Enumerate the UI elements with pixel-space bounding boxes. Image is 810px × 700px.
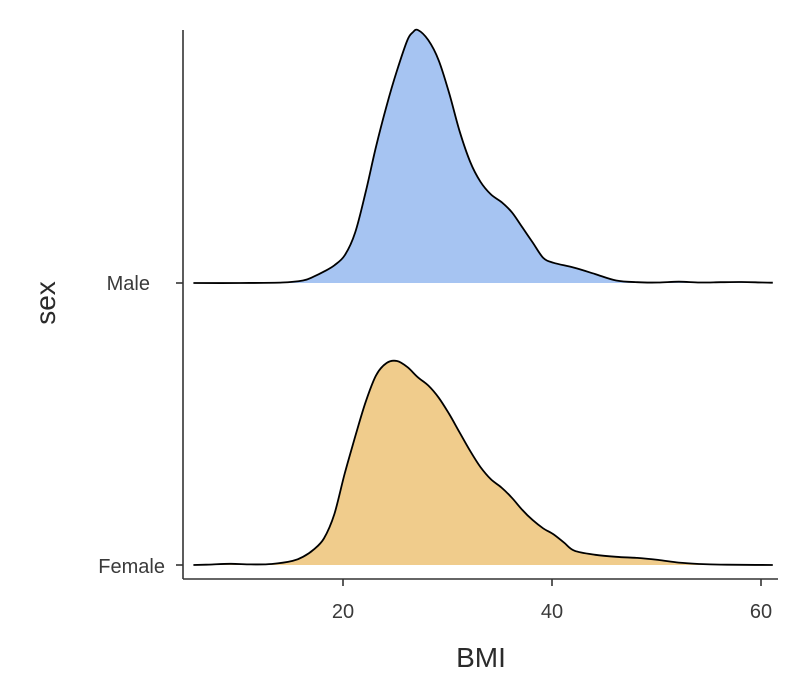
y-axis-title: sex [30, 281, 61, 325]
density-fill-female [193, 360, 773, 565]
x-tick-label-20: 20 [332, 601, 354, 623]
x-tick-label-60: 60 [750, 601, 772, 623]
density-line-female [193, 359, 773, 566]
density-line-male [193, 28, 773, 284]
density-fill-male [193, 29, 773, 284]
ridge-layer [193, 28, 773, 566]
y-tick-label-male: Male [107, 273, 150, 295]
x-axis-title: BMI [456, 642, 506, 673]
y-tick-label-female: Female [98, 556, 165, 578]
x-tick-label-40: 40 [541, 601, 563, 623]
